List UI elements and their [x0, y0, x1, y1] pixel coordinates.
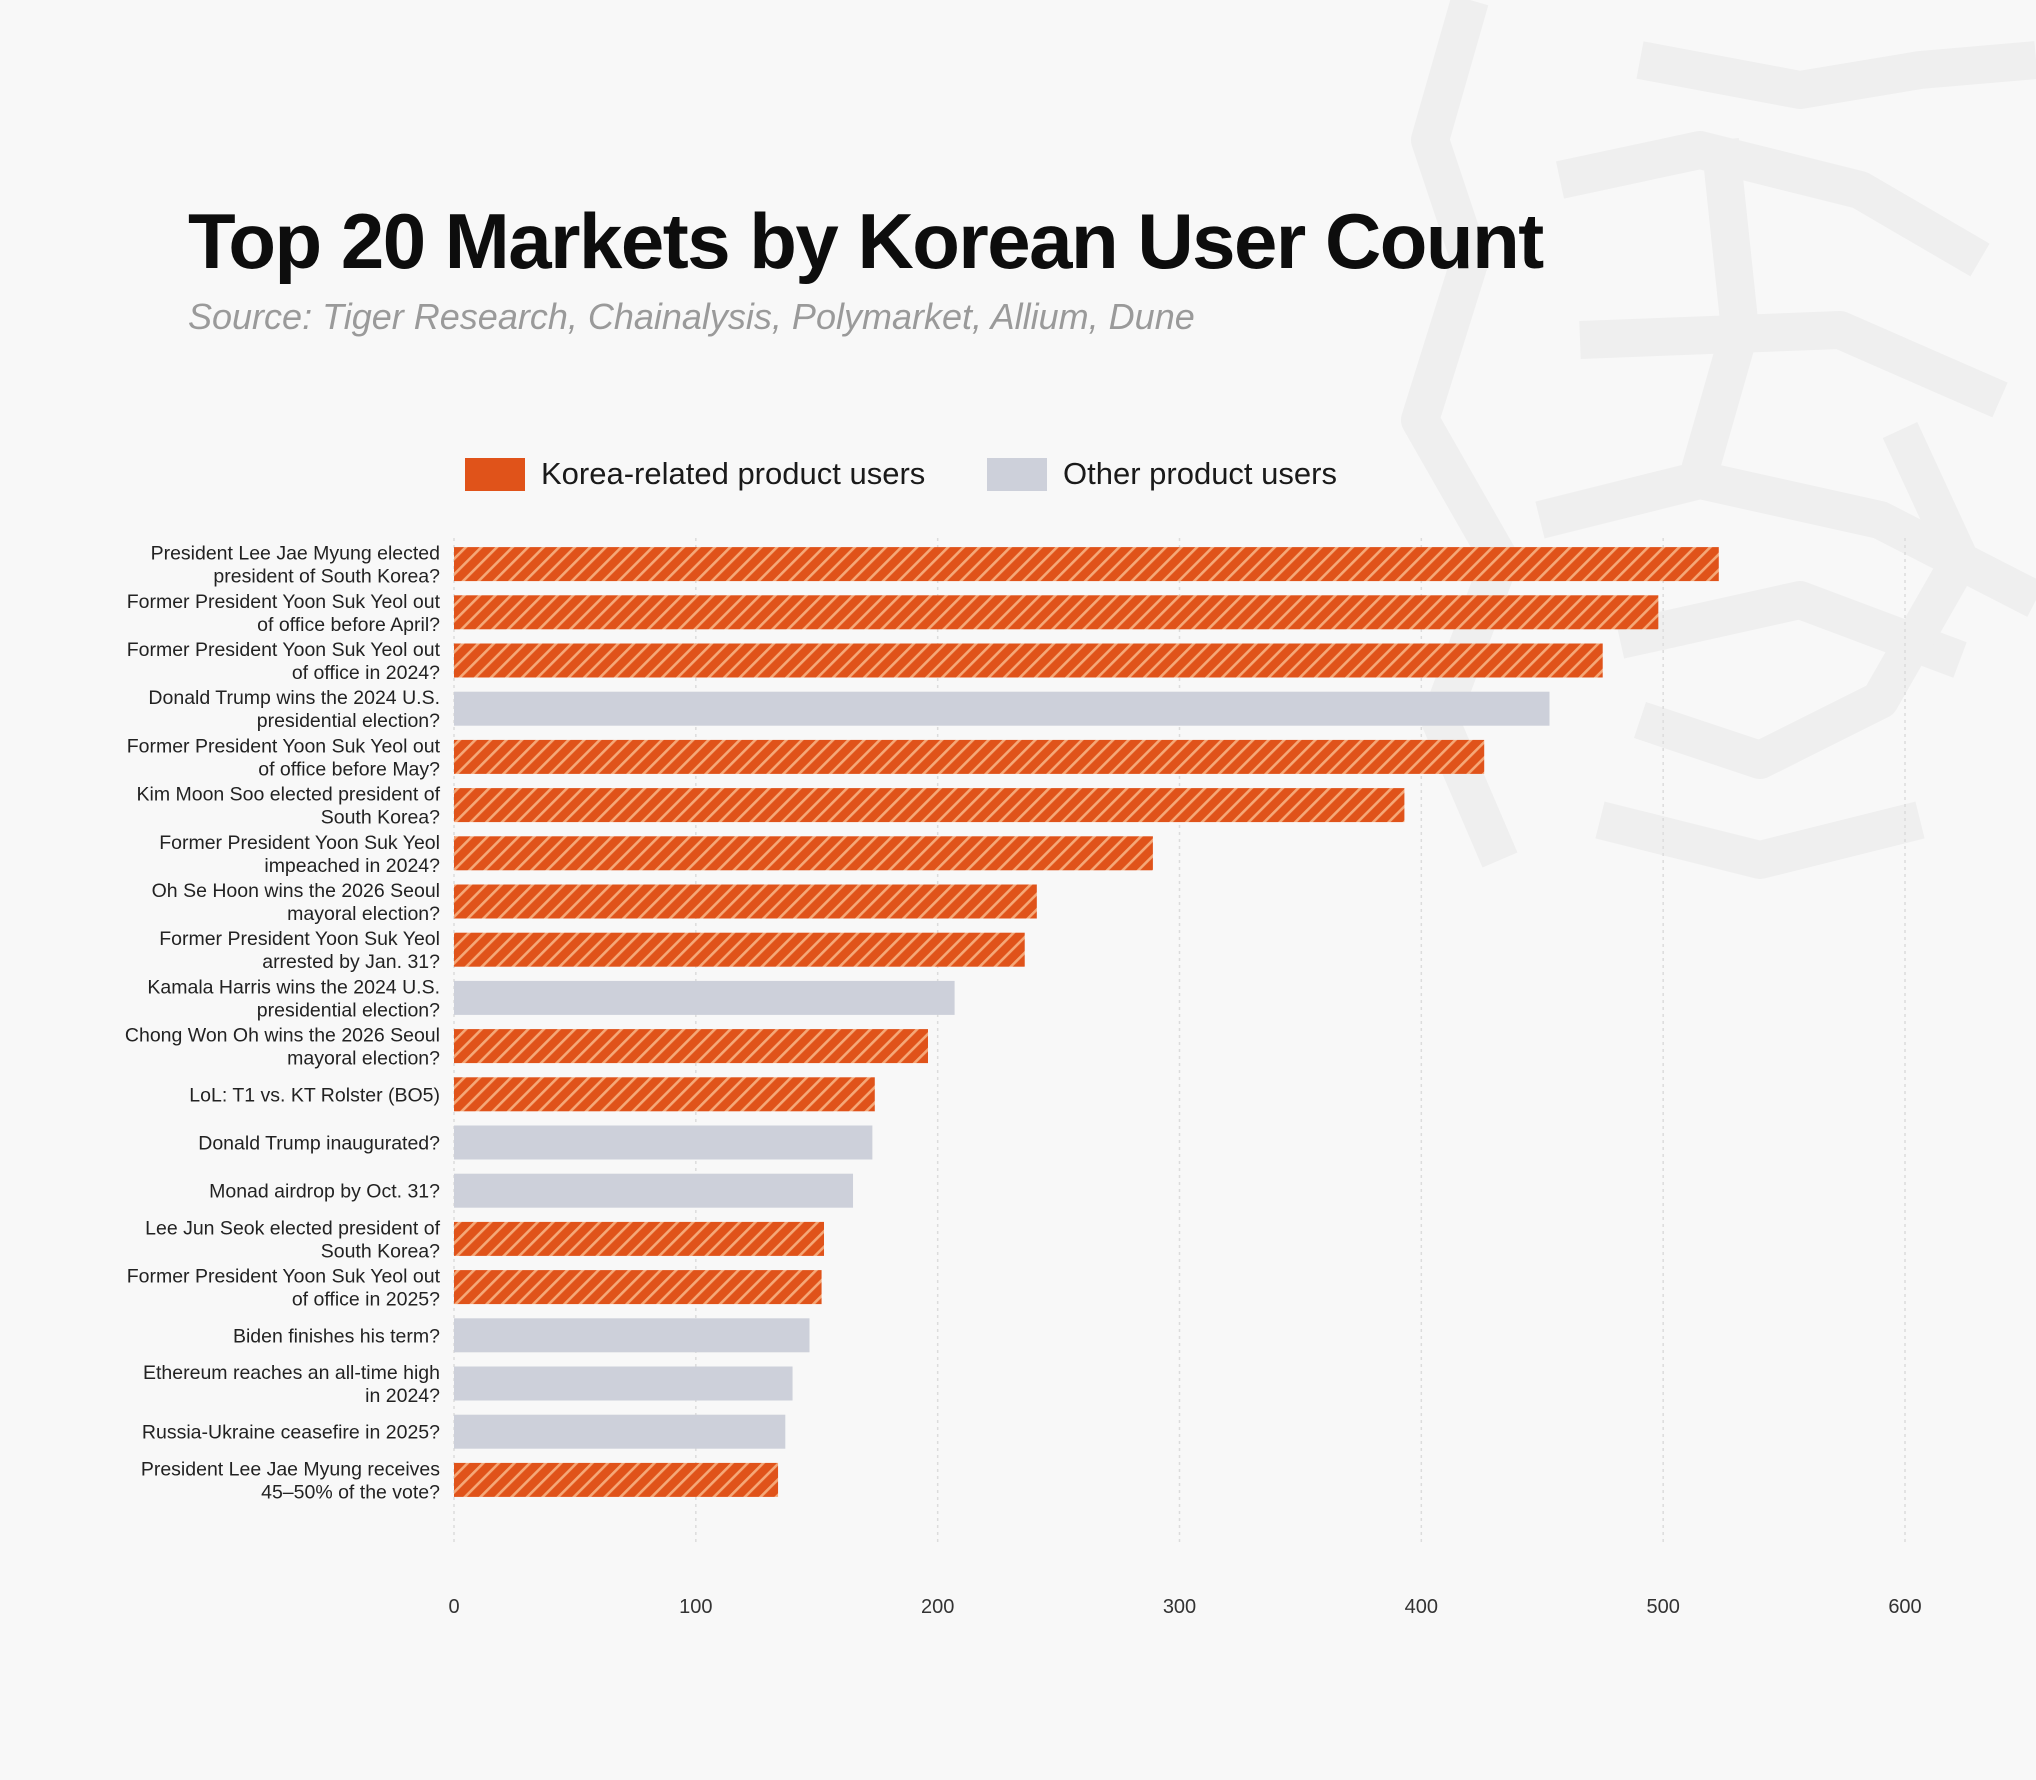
legend-label-other: Other product users: [1063, 456, 1337, 491]
category-label: President Lee Jae Myung elected president…: [151, 543, 441, 588]
bar-korea: [454, 1270, 822, 1305]
bar-other: [454, 691, 1550, 726]
chart-title: Top 20 Markets by Korean User Count: [188, 197, 1544, 285]
bar-korea: [454, 1077, 875, 1112]
legend-item-other: Other product users: [987, 454, 1337, 494]
x-tick-label: 400: [1405, 1596, 1438, 1618]
category-label: Biden finishes his term?: [233, 1325, 440, 1347]
category-label: Monad airdrop by Oct. 31?: [209, 1181, 440, 1203]
legend-item-korea: Korea-related product users: [465, 454, 925, 494]
bar-korea: [454, 1029, 928, 1064]
category-label: Former President Yoon Suk Yeol impeached …: [159, 832, 440, 877]
bar-other: [454, 980, 955, 1015]
chart-subtitle: Source: Tiger Research, Chainalysis, Pol…: [188, 296, 1195, 337]
category-label: Lee Jun Seok elected president of South K…: [145, 1217, 440, 1262]
x-tick-label: 100: [679, 1596, 712, 1618]
x-tick-label: 600: [1888, 1596, 1921, 1618]
x-tick-label: 500: [1646, 1596, 1679, 1618]
category-label: Former President Yoon Suk Yeol arrested b…: [159, 928, 440, 973]
category-label: Former President Yoon Suk Yeol out of off…: [127, 639, 441, 684]
bar-korea: [454, 884, 1037, 919]
bar-other: [454, 1318, 810, 1353]
category-label: Russia-Ukraine ceasefire in 2025?: [142, 1422, 440, 1444]
category-label: Chong Won Oh wins the 2026 Seoul mayoral …: [125, 1025, 440, 1070]
category-label: Donald Trump wins the 2024 U.S. president…: [148, 687, 440, 732]
x-tick-label: 0: [448, 1596, 459, 1618]
bar-other: [454, 1125, 873, 1160]
category-label: Former President Yoon Suk Yeol out of off…: [127, 591, 441, 636]
bar-korea: [454, 643, 1603, 678]
bar-korea: [454, 836, 1153, 871]
bar-korea: [454, 1221, 825, 1256]
bar-other: [454, 1366, 793, 1401]
category-label: Former President Yoon Suk Yeol out of off…: [127, 735, 441, 780]
legend-swatch-korea: [465, 457, 525, 491]
x-tick-label: 200: [921, 1596, 954, 1618]
bar-korea: [454, 788, 1405, 823]
x-tick-label: 300: [1163, 1596, 1196, 1618]
bar-korea: [454, 1462, 779, 1497]
bar-korea: [454, 547, 1719, 582]
category-label: Kamala Harris wins the 2024 U.S. presiden…: [147, 976, 440, 1021]
legend-label-korea: Korea-related product users: [541, 456, 926, 491]
category-label: Donald Trump inaugurated?: [198, 1133, 440, 1155]
category-label: President Lee Jae Myung receives 45–50% o…: [141, 1458, 440, 1503]
category-label: Ethereum reaches an all-time high in 2024…: [143, 1362, 440, 1407]
category-label: LoL: T1 vs. KT Rolster (BO5): [189, 1084, 440, 1106]
category-label: Kim Moon Soo elected president of South K…: [136, 784, 440, 829]
category-label: Oh Se Hoon wins the 2026 Seoul mayoral el…: [152, 880, 441, 925]
bar-other: [454, 1173, 854, 1208]
bar-other: [454, 1414, 786, 1449]
bar-korea: [454, 932, 1025, 967]
bar-korea: [454, 595, 1659, 630]
bar-korea: [454, 739, 1485, 774]
category-label: Former President Yoon Suk Yeol out of off…: [127, 1266, 441, 1311]
legend-swatch-other: [987, 457, 1047, 491]
